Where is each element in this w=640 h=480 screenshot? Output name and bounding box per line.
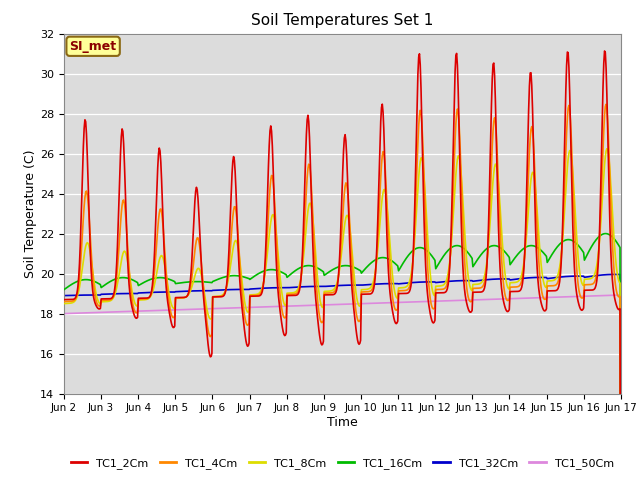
TC1_32Cm bbox=[611, 272, 618, 277]
Line: TC1_16Cm: TC1_16Cm bbox=[64, 234, 621, 480]
X-axis label: Time: Time bbox=[327, 416, 358, 429]
Title: Soil Temperatures Set 1: Soil Temperatures Set 1 bbox=[252, 13, 433, 28]
TC1_32Cm bbox=[70, 292, 78, 298]
TC1_4Cm bbox=[410, 239, 418, 245]
TC1_8Cm bbox=[60, 300, 68, 306]
TC1_32Cm bbox=[184, 288, 192, 294]
TC1_32Cm bbox=[127, 290, 135, 296]
TC1_16Cm bbox=[127, 276, 135, 282]
TC1_50Cm bbox=[214, 306, 221, 312]
TC1_4Cm bbox=[426, 296, 434, 302]
TC1_16Cm bbox=[60, 287, 68, 292]
TC1_2Cm bbox=[60, 297, 68, 302]
Line: TC1_32Cm: TC1_32Cm bbox=[64, 275, 621, 480]
TC1_2Cm bbox=[184, 292, 192, 298]
TC1_2Cm bbox=[127, 301, 135, 307]
TC1_16Cm bbox=[184, 279, 192, 285]
TC1_8Cm bbox=[127, 285, 135, 290]
Legend: TC1_2Cm, TC1_4Cm, TC1_8Cm, TC1_16Cm, TC1_32Cm, TC1_50Cm: TC1_2Cm, TC1_4Cm, TC1_8Cm, TC1_16Cm, TC1… bbox=[67, 453, 618, 473]
TC1_16Cm bbox=[70, 280, 78, 286]
TC1_2Cm bbox=[426, 311, 434, 317]
TC1_50Cm bbox=[60, 311, 68, 316]
Y-axis label: Soil Temperature (C): Soil Temperature (C) bbox=[24, 149, 37, 278]
Line: TC1_50Cm: TC1_50Cm bbox=[64, 295, 621, 313]
TC1_50Cm bbox=[184, 307, 192, 312]
TC1_50Cm bbox=[617, 292, 625, 298]
TC1_4Cm bbox=[184, 292, 192, 298]
Line: TC1_2Cm: TC1_2Cm bbox=[64, 51, 621, 480]
Line: TC1_4Cm: TC1_4Cm bbox=[64, 104, 621, 480]
TC1_8Cm bbox=[410, 245, 418, 251]
TC1_32Cm bbox=[60, 293, 68, 299]
TC1_2Cm bbox=[410, 229, 418, 235]
TC1_32Cm bbox=[426, 279, 434, 285]
TC1_2Cm bbox=[214, 294, 221, 300]
TC1_4Cm bbox=[70, 298, 78, 303]
TC1_16Cm bbox=[602, 231, 609, 237]
TC1_50Cm bbox=[70, 311, 78, 316]
TC1_16Cm bbox=[410, 247, 418, 252]
TC1_8Cm bbox=[184, 292, 192, 298]
TC1_16Cm bbox=[214, 276, 221, 282]
TC1_50Cm bbox=[410, 299, 418, 305]
TC1_4Cm bbox=[602, 101, 610, 107]
TC1_32Cm bbox=[410, 279, 418, 285]
TC1_4Cm bbox=[214, 294, 221, 300]
TC1_16Cm bbox=[426, 251, 434, 257]
TC1_8Cm bbox=[70, 299, 78, 305]
TC1_50Cm bbox=[426, 299, 434, 304]
TC1_4Cm bbox=[60, 299, 68, 304]
TC1_2Cm bbox=[70, 296, 78, 302]
TC1_32Cm bbox=[214, 287, 221, 293]
Line: TC1_8Cm: TC1_8Cm bbox=[64, 149, 621, 480]
TC1_50Cm bbox=[127, 309, 135, 314]
TC1_2Cm bbox=[601, 48, 609, 54]
TC1_4Cm bbox=[127, 291, 135, 297]
TC1_8Cm bbox=[603, 146, 611, 152]
TC1_8Cm bbox=[214, 294, 221, 300]
Text: SI_met: SI_met bbox=[70, 40, 116, 53]
TC1_8Cm bbox=[426, 272, 434, 277]
